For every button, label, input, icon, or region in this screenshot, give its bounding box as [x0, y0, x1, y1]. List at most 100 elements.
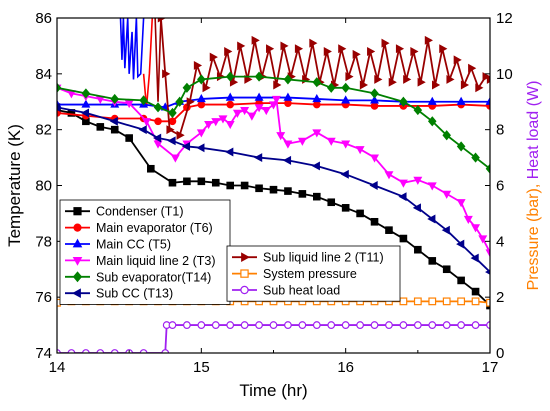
- data-point-t11: [273, 80, 282, 90]
- legend-left-frame: [59, 199, 231, 305]
- legend-layer: Condenser (T1) Main evaporator (T6) Main C…: [59, 199, 401, 305]
- legend-label: Condenser (T1): [96, 205, 184, 219]
- data-point-t3: [142, 118, 151, 127]
- series-spike-t5: [119, 18, 145, 80]
- data-point-pressure: [486, 298, 490, 307]
- y-left-tick-label: 86: [35, 10, 52, 27]
- data-point-t14: [341, 82, 350, 93]
- y-left-tick-label: 82: [35, 122, 52, 139]
- legend-label: Sub liquid line 2 (T11): [263, 251, 384, 265]
- data-point-t13: [282, 155, 292, 165]
- data-point-t6: [370, 102, 379, 110]
- x-axis-title: Time (hr): [239, 381, 307, 400]
- data-point-heat: [442, 321, 451, 329]
- data-point-t5: [81, 99, 91, 108]
- legend-swatch-marker: [73, 207, 82, 216]
- data-point-t11: [244, 74, 253, 84]
- data-point-t1: [399, 234, 408, 243]
- data-point-t3: [283, 140, 293, 149]
- x-tick-label: 16: [337, 359, 354, 376]
- data-point-heat: [240, 321, 249, 329]
- data-point-t14: [312, 77, 322, 88]
- data-point-t3: [271, 95, 281, 104]
- data-point-heat: [211, 321, 220, 329]
- data-point-t13: [427, 214, 436, 224]
- data-point-t1: [226, 181, 234, 190]
- data-point-t14: [399, 96, 408, 107]
- data-point-t11: [266, 44, 275, 54]
- data-point-t6: [313, 100, 321, 109]
- data-point-t13: [398, 192, 407, 202]
- legend-swatch-marker: [241, 252, 250, 263]
- data-point-t5: [225, 92, 235, 101]
- data-point-t11: [367, 47, 376, 56]
- data-point-t3: [355, 146, 365, 155]
- data-point-t3: [232, 109, 242, 118]
- data-point-t13: [412, 203, 421, 213]
- data-point-t13: [80, 108, 90, 118]
- data-point-t14: [168, 107, 177, 118]
- data-point-t14: [442, 130, 451, 141]
- data-point-heat: [341, 321, 350, 329]
- data-point-t1: [370, 217, 379, 226]
- data-point-t14: [254, 71, 264, 82]
- data-point-t11: [345, 72, 354, 82]
- data-point-t1: [356, 209, 364, 218]
- data-point-heat: [110, 349, 119, 353]
- plot-area: [57, 18, 490, 353]
- series-t13: [57, 102, 490, 275]
- data-point-t11: [460, 80, 470, 90]
- data-point-t5: [427, 96, 437, 105]
- data-point-t1: [298, 190, 307, 198]
- data-point-t14: [57, 82, 62, 93]
- data-point-heat: [356, 321, 365, 329]
- x-tick-label: 15: [193, 359, 210, 376]
- data-point-t5: [341, 95, 351, 104]
- legend-swatch-marker: [72, 238, 83, 248]
- data-point-t6: [197, 100, 206, 109]
- data-point-t14: [153, 102, 163, 113]
- data-point-t3: [196, 129, 206, 138]
- y-right-tick-label: 6: [496, 178, 504, 195]
- x-tick-label: 17: [482, 359, 499, 376]
- data-point-t1: [211, 178, 220, 187]
- data-point-t5: [254, 92, 264, 101]
- y-left-tick-label: 76: [35, 289, 52, 306]
- data-point-t13: [456, 239, 465, 249]
- y-right-tick-label: 8: [496, 122, 504, 139]
- data-point-pressure: [413, 297, 422, 306]
- data-point-pressure: [399, 297, 408, 306]
- data-point-t11: [309, 38, 318, 48]
- data-point-t14: [225, 71, 235, 82]
- data-point-t14: [175, 96, 184, 107]
- legend-item-pressure: System pressure: [232, 267, 357, 281]
- legend-swatch-marker: [72, 288, 81, 299]
- legend-item-t14: Sub evaporator(T14): [65, 270, 211, 284]
- y-axis-right-title: Pressure (bar), Heat load (W): [525, 81, 542, 291]
- data-point-t3: [254, 104, 264, 113]
- data-point-t3: [261, 106, 271, 116]
- data-point-t3: [384, 171, 394, 180]
- data-point-heat: [385, 321, 393, 329]
- data-point-t3: [269, 101, 278, 110]
- data-point-t14: [471, 152, 480, 163]
- data-point-t13: [167, 136, 176, 146]
- data-point-t13: [311, 161, 320, 171]
- data-point-t13: [109, 116, 118, 126]
- data-point-t1: [442, 265, 451, 274]
- data-point-t5: [283, 92, 293, 101]
- data-point-t1: [385, 226, 393, 234]
- data-point-heat: [327, 321, 336, 329]
- data-point-t11: [352, 49, 361, 59]
- data-point-t11: [186, 97, 195, 107]
- data-point-t3: [456, 199, 466, 208]
- data-point-t3: [247, 112, 257, 121]
- data-point-t1: [327, 198, 336, 207]
- data-point-pressure: [457, 297, 466, 306]
- data-point-t11: [482, 72, 490, 82]
- data-point-heat: [226, 321, 235, 329]
- series-t5: [57, 92, 490, 111]
- data-point-t14: [81, 88, 91, 99]
- y-axis-left-title: Temperature (K): [5, 124, 24, 247]
